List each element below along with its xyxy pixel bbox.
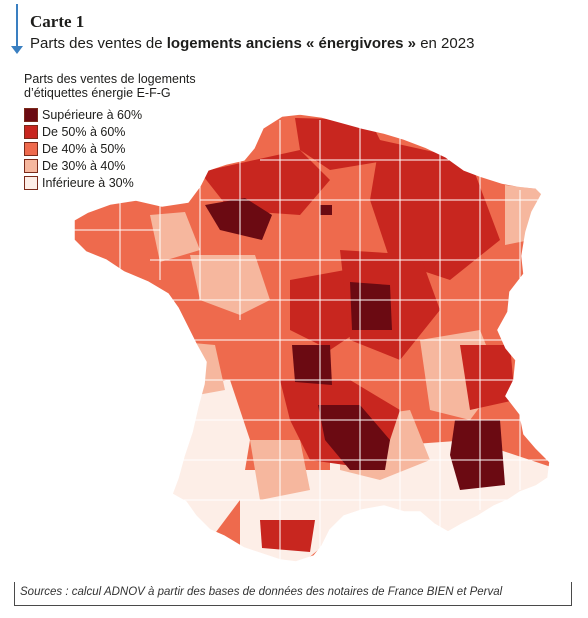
map-legend: Parts des ventes de logements d’étiquett… [24,72,254,191]
paris-core [320,205,332,215]
legend-swatch-30-40 [24,158,38,173]
bretagne-center [150,212,200,262]
map-title: Parts des ventes de logements anciens « … [30,35,474,52]
legend-item-30-40: De 30% à 40% [24,157,254,174]
legend-label-under-30: Inférieure à 30% [42,175,134,190]
pyrenees [260,520,315,552]
header-arrow-icon [11,46,23,54]
cantal-aveyron [318,405,390,470]
france-map [14,62,572,582]
legend-label-over-60: Supérieure à 60% [42,107,143,122]
legend-swatch-50-60 [24,124,38,139]
hautes-alpes [450,420,505,490]
legend-swatch-under-30 [24,175,38,190]
legend-item-40-50: De 40% à 50% [24,140,254,157]
header-rule [16,4,18,48]
nord [295,118,390,170]
orne-mayenne [205,198,272,240]
sources-note: Sources : calcul ADNOV à partir des base… [20,586,503,598]
creuse [292,345,332,385]
alpes-nord [460,345,515,410]
france-outline [73,113,551,563]
legend-label-30-40: De 30% à 40% [42,158,126,173]
normandie-hauts [200,150,330,215]
legend-swatch-over-60 [24,107,38,122]
map-number: Carte 1 [30,12,85,31]
legend-label-40-50: De 40% à 50% [42,141,126,156]
title-prefix: Parts des ventes de [30,35,167,52]
legend-item-50-60: De 50% à 60% [24,123,254,140]
department-borders [74,120,550,560]
legend-title: Parts des ventes de logements d’étiquett… [24,72,196,100]
nievre [350,282,392,330]
legend-item-over-60: Supérieure à 60% [24,106,254,123]
legend-label-50-60: De 50% à 60% [42,124,126,139]
title-bold: logements anciens « énergivores » [166,35,417,52]
legend-item-under-30: Inférieure à 30% [24,174,254,191]
title-suffix: en 2023 [416,35,475,52]
legend-items: Supérieure à 60% De 50% à 60% De 40% à 5… [24,106,254,191]
grand-est [370,140,500,280]
legend-swatch-40-50 [24,141,38,156]
centre [290,270,360,350]
